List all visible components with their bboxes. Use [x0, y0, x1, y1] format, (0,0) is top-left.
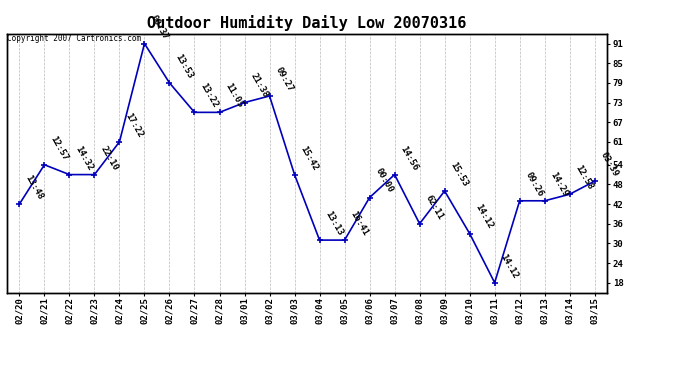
Text: 14:12: 14:12	[499, 252, 520, 280]
Text: 21:38: 21:38	[248, 72, 270, 100]
Text: 09:26: 09:26	[524, 170, 545, 198]
Text: 14:29: 14:29	[549, 170, 570, 198]
Text: 09:27: 09:27	[274, 65, 295, 93]
Text: 62:11: 62:11	[424, 193, 445, 221]
Text: 00:00: 00:00	[374, 167, 395, 195]
Title: Outdoor Humidity Daily Low 20070316: Outdoor Humidity Daily Low 20070316	[148, 15, 466, 31]
Text: 15:53: 15:53	[448, 160, 470, 188]
Text: 13:53: 13:53	[174, 53, 195, 80]
Text: 12:57: 12:57	[48, 134, 70, 162]
Text: 13:22: 13:22	[199, 82, 220, 110]
Text: 14:32: 14:32	[74, 144, 95, 172]
Text: Copyright 2007 Cartronics.com: Copyright 2007 Cartronics.com	[7, 34, 141, 43]
Text: 15:42: 15:42	[299, 144, 320, 172]
Text: 11:05: 11:05	[224, 82, 245, 110]
Text: 13:13: 13:13	[324, 210, 345, 237]
Text: 12:58: 12:58	[574, 164, 595, 192]
Text: 17:22: 17:22	[124, 111, 145, 139]
Text: 22:10: 22:10	[99, 144, 120, 172]
Text: 03:39: 03:39	[599, 151, 620, 178]
Text: 14:56: 14:56	[399, 144, 420, 172]
Text: 13:48: 13:48	[23, 174, 45, 201]
Text: 00:37: 00:37	[148, 13, 170, 41]
Text: 16:41: 16:41	[348, 210, 370, 237]
Text: 14:12: 14:12	[474, 203, 495, 231]
